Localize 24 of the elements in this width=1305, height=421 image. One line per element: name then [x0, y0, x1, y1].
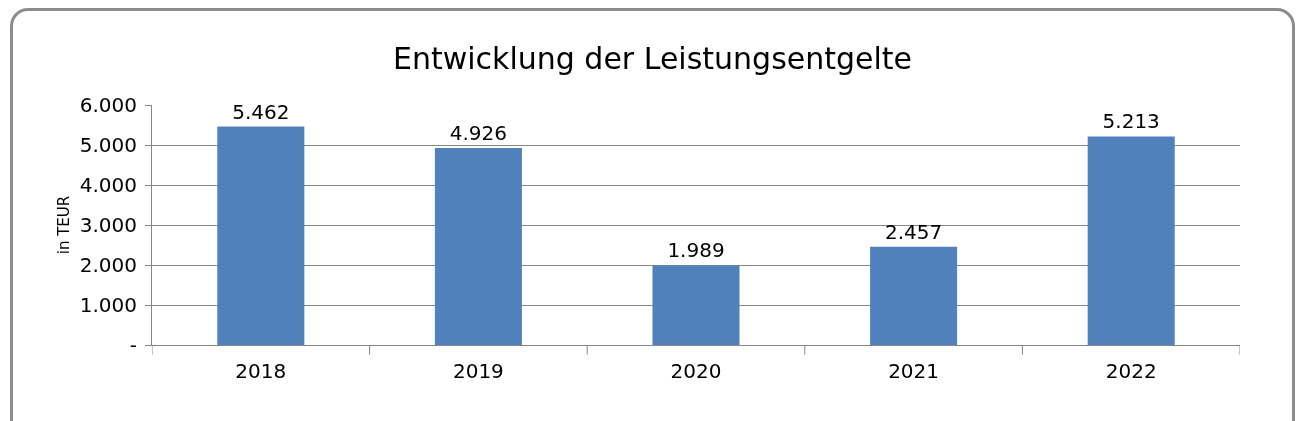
- y-axis-title: in TEUR: [54, 195, 73, 255]
- y-tick-label: 6.000: [79, 93, 137, 117]
- data-label: 4.926: [449, 120, 508, 145]
- bar: [217, 126, 305, 345]
- data-label: 5.462: [232, 99, 290, 124]
- chart-title: Entwicklung der Leistungsentgelte: [392, 41, 913, 77]
- data-label: 5.213: [1102, 109, 1160, 134]
- x-tick-label: 2019: [452, 359, 504, 383]
- bar: [1087, 136, 1175, 345]
- y-tick-label: -: [129, 333, 137, 357]
- data-label: 2.457: [884, 219, 943, 244]
- y-tick-label: 2.000: [79, 253, 137, 277]
- bar: [434, 147, 522, 345]
- x-tick-label: 2020: [670, 359, 722, 383]
- x-tick-label: 2018: [235, 359, 287, 383]
- data-label: 1.989: [667, 238, 725, 263]
- y-tick-label: 3.000: [79, 213, 137, 237]
- bar: [652, 265, 740, 345]
- y-tick-label: 1.000: [79, 293, 137, 317]
- y-tick-label: 4.000: [79, 173, 137, 197]
- bar: [870, 246, 958, 345]
- x-tick-label: 2021: [888, 359, 940, 383]
- x-tick-label: 2022: [1105, 359, 1157, 383]
- y-tick-label: 5.000: [79, 133, 137, 157]
